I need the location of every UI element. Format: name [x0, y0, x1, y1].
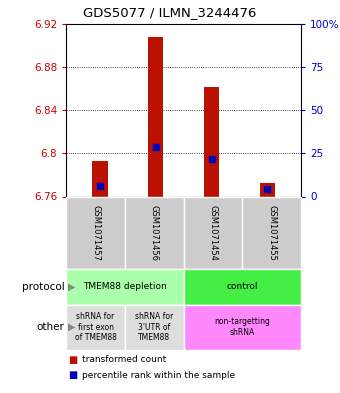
Text: control: control	[226, 283, 258, 291]
Text: GSM1071457: GSM1071457	[91, 205, 100, 261]
Text: GDS5077 / ILMN_3244476: GDS5077 / ILMN_3244476	[83, 6, 257, 19]
Text: shRNA for
3'UTR of
TMEM88: shRNA for 3'UTR of TMEM88	[135, 312, 173, 342]
Text: other: other	[37, 322, 65, 332]
Text: protocol: protocol	[22, 282, 65, 292]
Text: ▶: ▶	[68, 322, 75, 332]
Text: ■: ■	[68, 354, 77, 365]
Bar	[148, 37, 164, 197]
Text: percentile rank within the sample: percentile rank within the sample	[82, 371, 235, 380]
Text: ■: ■	[68, 370, 77, 380]
Bar	[92, 161, 108, 196]
Text: ▶: ▶	[68, 282, 75, 292]
Text: non-targetting
shRNA: non-targetting shRNA	[214, 318, 270, 337]
Text: shRNA for
first exon
of TMEM88: shRNA for first exon of TMEM88	[75, 312, 117, 342]
Text: TMEM88 depletion: TMEM88 depletion	[83, 283, 167, 291]
Text: GSM1071456: GSM1071456	[150, 205, 159, 261]
Text: transformed count: transformed count	[82, 355, 166, 364]
Text: GSM1071454: GSM1071454	[208, 205, 217, 261]
Bar	[259, 182, 275, 196]
Text: GSM1071455: GSM1071455	[267, 205, 276, 261]
Bar	[204, 87, 219, 196]
